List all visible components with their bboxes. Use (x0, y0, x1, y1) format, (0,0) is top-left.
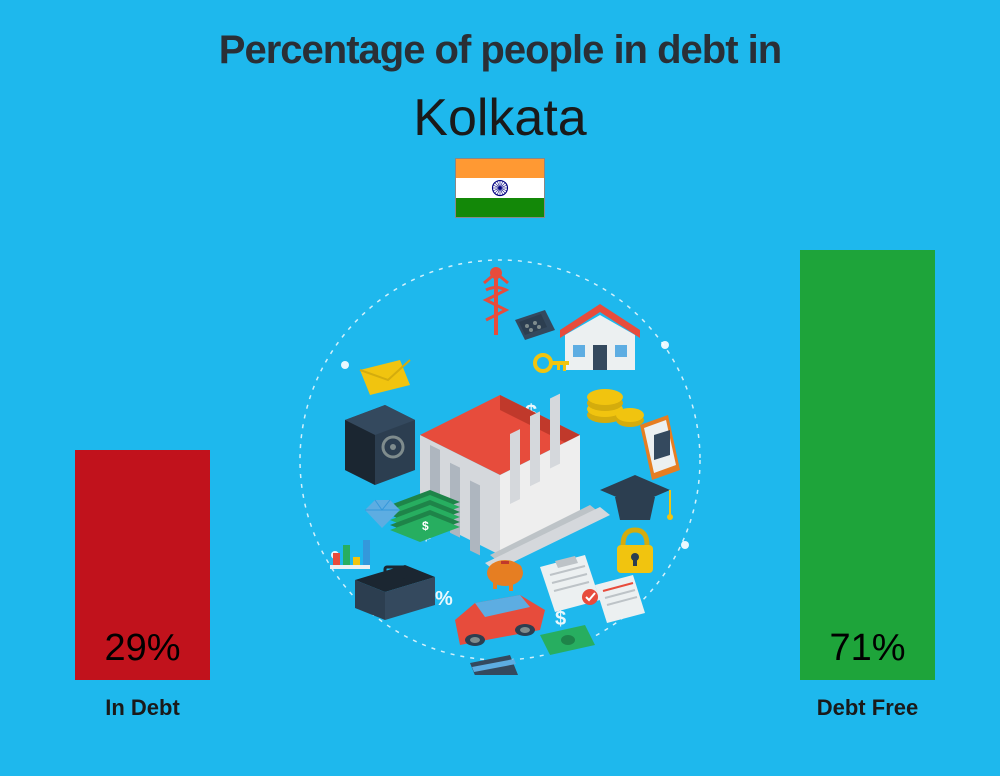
key-icon (535, 355, 569, 371)
title-line1: Percentage of people in debt in (0, 28, 1000, 73)
envelope-icon (360, 360, 410, 395)
safe-icon (345, 405, 415, 485)
caduceus-icon (484, 267, 508, 335)
coins-icon (587, 389, 644, 427)
phone-icon (640, 415, 680, 480)
bank-icon (420, 394, 610, 571)
clipboard-icon-2 (595, 575, 645, 623)
bar-chart-icon (330, 540, 370, 569)
piggy-bank-icon (487, 560, 523, 591)
clipboard-icon (540, 555, 600, 612)
finance-illustration: $ $ $ % % (285, 245, 715, 675)
briefcase-icon (355, 565, 435, 620)
credit-card-icon (470, 655, 518, 675)
in-debt-caption: In Debt (45, 695, 240, 721)
calculator-icon (515, 310, 555, 340)
in-debt-bar: 29% (75, 450, 210, 680)
debt-free-value: 71% (800, 627, 935, 670)
flag-green-stripe (456, 198, 544, 217)
svg-text:%: % (435, 588, 453, 610)
title-line2: Kolkata (0, 88, 1000, 148)
in-debt-value: 29% (75, 627, 210, 670)
debt-free-caption: Debt Free (770, 695, 965, 721)
lock-icon (617, 530, 653, 573)
car-icon (455, 595, 545, 646)
debt-free-bar: 71% (800, 250, 935, 680)
graduation-cap-icon (600, 475, 673, 520)
cash-bill-icon (540, 625, 595, 655)
flag-white-stripe (456, 178, 544, 197)
house-icon (560, 304, 640, 370)
flag-saffron-stripe (456, 159, 544, 178)
svg-text:$: $ (422, 519, 429, 533)
chakra-icon (491, 179, 509, 197)
india-flag-icon (455, 158, 545, 218)
